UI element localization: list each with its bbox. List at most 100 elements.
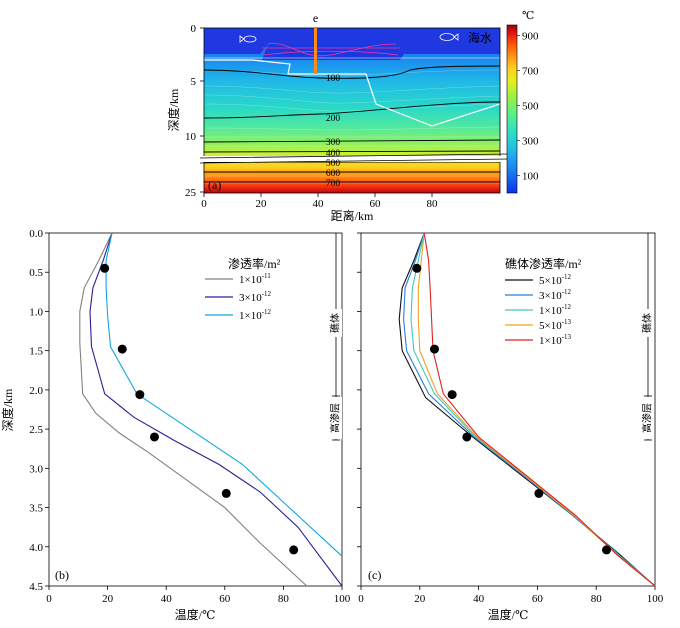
fish-icon [239, 35, 257, 43]
measured-point [601, 545, 611, 555]
panel-a-x-axis: 0 20 40 60 80 [201, 193, 438, 210]
x-tick-label: 60 [219, 593, 231, 605]
panel-b-legend-title: 渗透率/m² [228, 256, 281, 271]
series-line [410, 232, 656, 587]
x-tick-label: 20 [414, 593, 426, 605]
measured-point [149, 432, 159, 442]
panel-a-thin-isotherms [204, 69, 500, 184]
y-tick-label: 0.0 [29, 228, 43, 240]
panel-a-x-tick: 20 [256, 198, 268, 210]
panel-a-axis-break [199, 153, 509, 164]
panel-c-side-labels: 礁体 高渗层 [640, 309, 654, 439]
panel-a-sea-water [204, 28, 500, 54]
x-tick-label: 100 [334, 593, 351, 605]
contour-label-600: 600 [326, 169, 341, 179]
series-line [398, 232, 656, 587]
series-line [79, 232, 308, 587]
series-line [89, 232, 343, 587]
panel-a-y-tick: 0 [191, 23, 197, 35]
panel-c-side-label-high-perm: 高渗层 [640, 403, 653, 433]
contour-label-700: 700 [326, 179, 341, 189]
panel-a-reef-outline [262, 43, 400, 57]
panel-b-side-labels: 礁体 高渗层 [328, 309, 342, 439]
y-tick-label: 1.0 [29, 306, 43, 318]
panel-a-x-label: 距离/km [331, 208, 374, 223]
y-tick-label: 1.5 [29, 346, 43, 358]
panel-a-label: (a) [208, 178, 221, 192]
measured-point [289, 545, 299, 555]
x-tick-label: 40 [161, 593, 173, 605]
y-tick-label: 0.5 [29, 267, 43, 279]
series-line [403, 232, 656, 587]
legend-label: 1×10-12 [539, 303, 572, 317]
colorbar-gradient [506, 24, 518, 194]
colorbar-tick-label: 300 [522, 136, 539, 148]
fish-icon [439, 33, 459, 41]
y-tick-label: 3.5 [29, 503, 43, 515]
y-tick-label: 4.0 [29, 542, 43, 554]
contour-label-300: 300 [326, 138, 341, 148]
panel-b-y-label: 深度/km [0, 388, 15, 431]
panel-a-x-tick: 0 [201, 198, 207, 210]
measured-point [100, 263, 110, 273]
x-tick-label: 40 [473, 593, 485, 605]
x-tick-label: 0 [358, 593, 364, 605]
panel-c-side-label-reef: 礁体 [640, 313, 653, 333]
series-line [423, 232, 656, 587]
panel-c-legend-title: 礁体渗透率/m² [505, 256, 582, 271]
legend-label: 3×10-12 [539, 288, 572, 302]
x-tick-label: 100 [647, 593, 664, 605]
panel-c-plot-area [360, 232, 656, 587]
panel-a-y-tick: 25 [185, 187, 197, 199]
panel-a-isotherms [204, 65, 500, 183]
measured-point [534, 488, 544, 498]
colorbar: ℃ 100 300 500 700 900 [506, 10, 539, 194]
legend-label: 1×10-12 [239, 308, 272, 322]
panel-a-thermal-section: e 海水 (a) 100 200 300 400 500 600 700 0 2… [166, 10, 539, 223]
panel-a-y-tick: 10 [185, 131, 197, 143]
panel-b-temperature-profile: 0 20 40 60 80 100 0.0 0.5 1.0 1.5 2.0 2.5 3.0 3.5 4.0 4… [0, 228, 351, 622]
panel-c-label: (c) [368, 568, 381, 582]
x-tick-label: 0 [46, 593, 52, 605]
series-line [417, 232, 656, 587]
panel-a-fault-line [204, 59, 500, 127]
x-tick-label: 80 [591, 593, 603, 605]
panel-a-y-tick: 5 [191, 76, 197, 88]
panel-a-well-label: e [313, 11, 318, 25]
contour-label-500: 500 [326, 159, 341, 169]
colorbar-unit: ℃ [522, 10, 534, 22]
x-tick-label: 80 [278, 593, 290, 605]
x-tick-label: 60 [532, 593, 544, 605]
legend-label: 5×10-12 [539, 273, 572, 287]
panel-a-x-tick: 40 [313, 198, 325, 210]
y-tick-label: 2.5 [29, 424, 43, 436]
colorbar-tick-label: 100 [522, 171, 539, 183]
measured-point [117, 344, 127, 354]
panel-b-side-label-high-perm: 高渗层 [328, 403, 341, 433]
panel-a-frame [203, 27, 501, 194]
panel-b-side-label-reef: 礁体 [328, 313, 341, 333]
measured-point [447, 390, 457, 400]
legend-label: 5×10-13 [539, 318, 572, 332]
panel-c-x-label: 温度/℃ [488, 607, 529, 622]
legend-label: 1×10-11 [239, 272, 271, 286]
legend-label: 1×10-13 [539, 333, 572, 347]
panel-b-legend: 渗透率/m² 1×10-11 3×10-12 1×10-12 [205, 256, 281, 322]
panel-b-label: (b) [55, 568, 69, 582]
colorbar-tick-label: 500 [522, 101, 539, 113]
legend-label: 3×10-12 [239, 290, 272, 304]
contour-label-100: 100 [326, 74, 341, 84]
y-tick-label: 2.0 [29, 385, 43, 397]
measured-point [462, 432, 472, 442]
panel-a-water-label: 海水 [468, 30, 492, 45]
contour-label-200: 200 [326, 114, 341, 124]
panel-c-legend: 礁体渗透率/m² 5×10-123×10-121×10-125×10-131×1… [505, 256, 582, 347]
contour-label-400: 400 [326, 149, 341, 159]
panel-a-x-tick: 60 [370, 198, 382, 210]
colorbar-tick-label: 700 [522, 66, 539, 78]
panel-a-x-tick: 80 [427, 198, 439, 210]
panel-b-x-label: 温度/℃ [175, 607, 216, 622]
panel-c-temperature-profile: 0 20 40 60 80 100 (c) 温度/℃ 礁体渗透率/m² 5×10-123×… [357, 232, 664, 622]
y-tick-label: 3.0 [29, 463, 43, 475]
